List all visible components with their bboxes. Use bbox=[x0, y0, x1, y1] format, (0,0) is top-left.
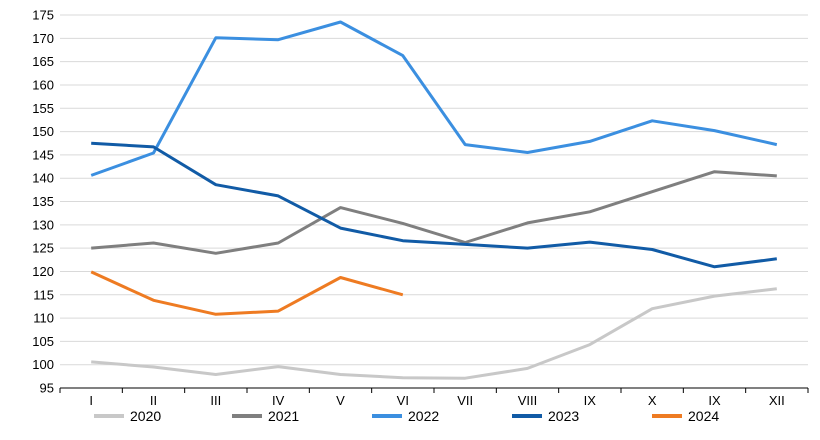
y-tick-label: 160 bbox=[32, 77, 54, 92]
y-tick-label: 120 bbox=[32, 264, 54, 279]
legend-label-2021: 2021 bbox=[268, 408, 299, 424]
x-tick-label: VII bbox=[457, 393, 473, 408]
y-tick-label: 145 bbox=[32, 147, 54, 162]
y-tick-label: 135 bbox=[32, 194, 54, 209]
legend-label-2022: 2022 bbox=[408, 408, 439, 424]
legend: 2020 2021 2022 2023 2024 bbox=[94, 408, 719, 424]
series-line-2024 bbox=[90, 270, 404, 316]
series-line-2021 bbox=[91, 170, 777, 255]
y-tick-label: 100 bbox=[32, 357, 54, 372]
x-tick-label: II bbox=[150, 393, 157, 408]
legend-label-2023: 2023 bbox=[548, 408, 579, 424]
axes: 95 100 105 110 115 120 125 130 135 140 145 150 155 16… bbox=[32, 8, 809, 408]
x-tick-label: VIII bbox=[518, 393, 538, 408]
series-lines bbox=[90, 20, 778, 380]
y-tick-label: 95 bbox=[40, 381, 54, 396]
x-tick-label: I bbox=[89, 393, 93, 408]
x-tick-label: III bbox=[210, 393, 221, 408]
x-tick-label: V bbox=[336, 393, 345, 408]
y-tick-label: 150 bbox=[32, 124, 54, 139]
y-tick-label: 105 bbox=[32, 334, 54, 349]
legend-label-2020: 2020 bbox=[130, 408, 161, 424]
series-line-2023 bbox=[91, 141, 777, 269]
y-tick-label: 115 bbox=[33, 287, 54, 302]
y-tick-label: 110 bbox=[33, 311, 54, 326]
y-tick-label: 165 bbox=[32, 54, 54, 69]
legend-label-2024: 2024 bbox=[688, 408, 719, 424]
y-tick-label: 140 bbox=[32, 171, 54, 186]
y-tick-label: 175 bbox=[32, 8, 54, 23]
x-tick-label: IX bbox=[708, 393, 721, 408]
x-tick-label: X bbox=[648, 393, 657, 408]
grid-lines bbox=[60, 14, 808, 366]
x-tick-label: VI bbox=[397, 393, 409, 408]
x-tick-label: IV bbox=[272, 393, 285, 408]
series-line-2022 bbox=[90, 20, 778, 177]
x-tick-label: IX bbox=[584, 393, 597, 408]
y-tick-label: 155 bbox=[32, 101, 54, 116]
series-line-2020 bbox=[91, 287, 777, 380]
y-tick-label: 125 bbox=[32, 241, 54, 256]
y-tick-label: 170 bbox=[32, 31, 54, 46]
x-tick-label: XII bbox=[769, 393, 785, 408]
y-tick-label: 130 bbox=[32, 217, 54, 232]
